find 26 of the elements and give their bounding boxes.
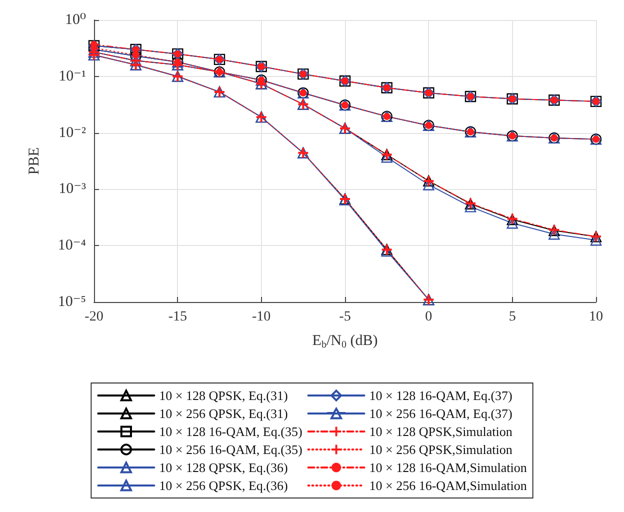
y-tick-label: 10⁰ [64,12,86,28]
x-tick-label: -5 [339,310,351,324]
x-tick-label: -10 [252,310,271,324]
y-tick-label: 10⁻¹ [58,68,86,84]
y-axis-title: PBE [26,147,42,175]
legend-label: 10 × 128 16-QAM, Eq.(37) [369,388,512,403]
x-tick-label: -15 [168,310,188,324]
x-tick-label: 0 [425,310,432,324]
y-tick-label: 10⁻³ [58,181,86,198]
legend-label: 10 × 128 QPSK, Eq.(36) [159,460,288,475]
legend-label: 10 × 128 QPSK,Simulation [369,424,513,439]
legend-label: 10 × 256 QPSK, Eq.(36) [159,478,288,493]
x-tick-label: -20 [84,310,104,324]
legend-label: 10 × 256 16-QAM, Eq.(35) [159,442,302,457]
legend-label: 10 × 256 16-QAM,Simulation [369,478,528,493]
y-tick-label: 10⁻² [58,124,86,141]
x-tick-label: 10 [589,310,603,324]
legend-label: 10 × 128 16-QAM, Eq.(35) [159,424,302,439]
x-tick-label: 5 [508,310,516,324]
y-tick-label: 10⁻⁴ [58,238,86,254]
y-tick-label: 10⁻⁵ [58,294,86,310]
legend-label: 10 × 128 16-QAM,Simulation [369,460,528,475]
legend-label: 10 × 256 QPSK, Eq.(31) [159,406,288,421]
legend-label: 10 × 256 16-QAM, Eq.(37) [369,406,512,421]
legend-label: 10 × 128 QPSK, Eq.(31) [159,388,288,403]
legend-label: 10 × 256 QPSK,Simulation [369,442,513,457]
